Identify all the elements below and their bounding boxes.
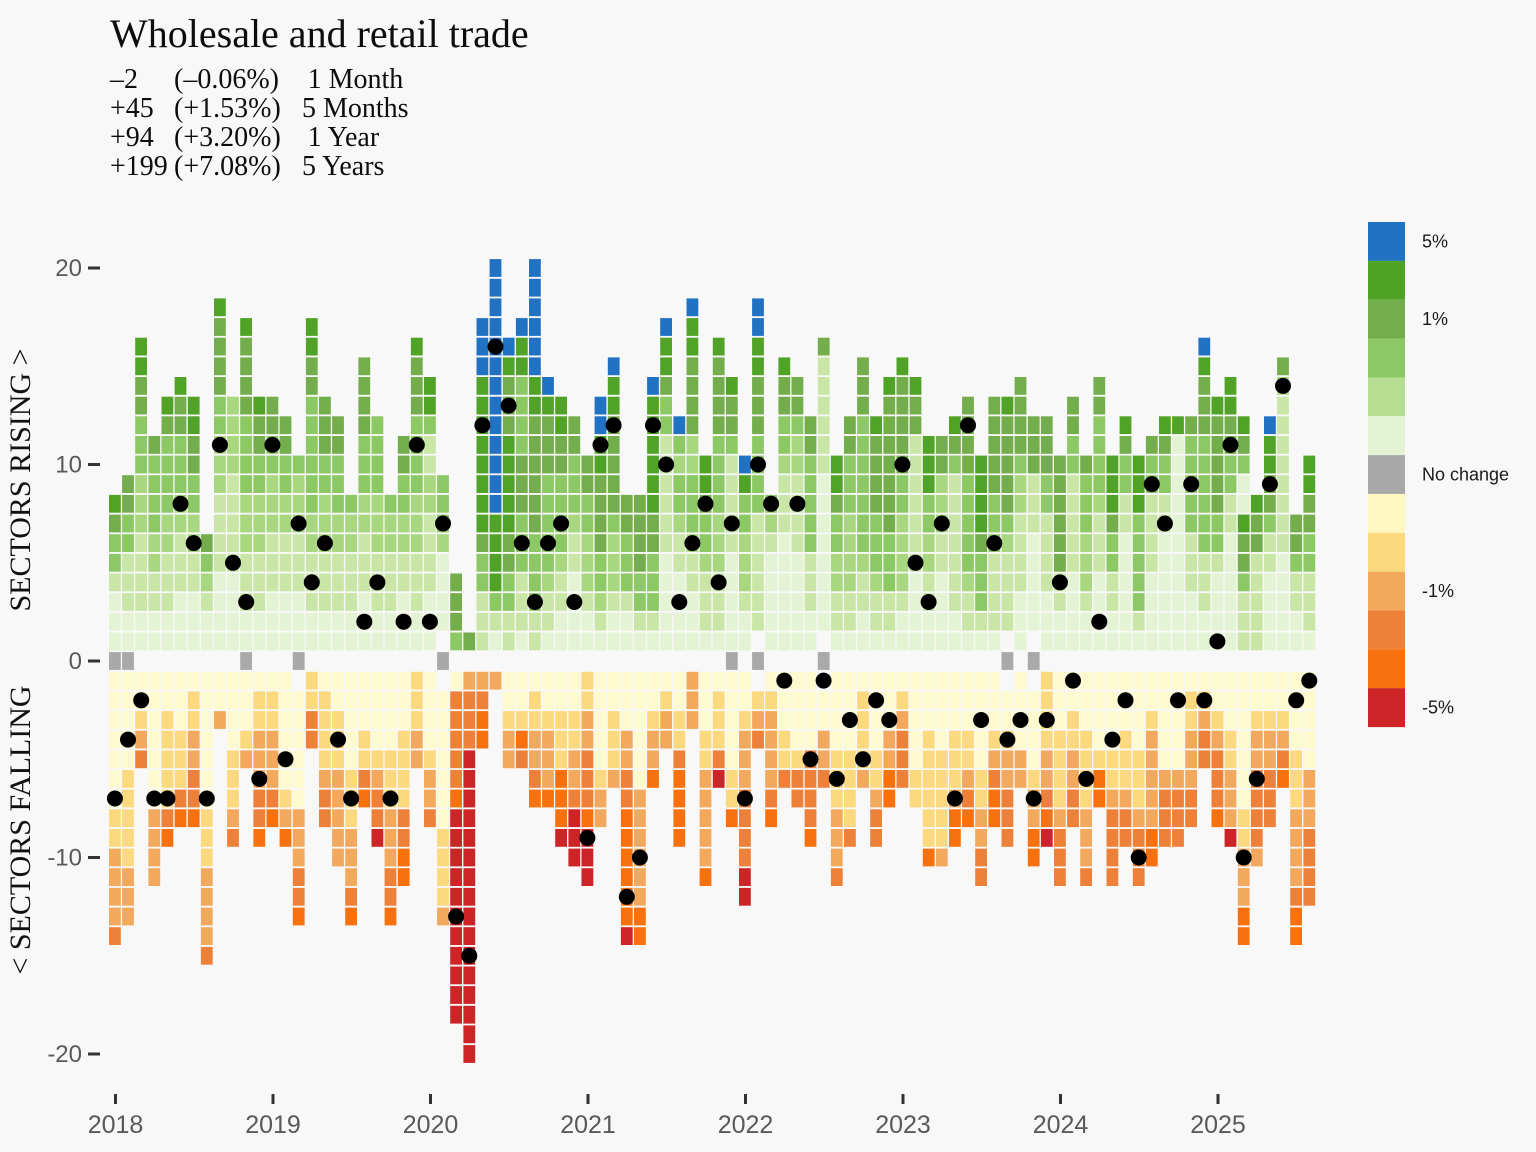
- svg-text:5%: 5%: [1422, 231, 1448, 251]
- svg-text:2024: 2024: [1033, 1111, 1089, 1139]
- svg-text:2021: 2021: [560, 1111, 616, 1139]
- svg-text:20: 20: [55, 255, 82, 282]
- svg-text:2023: 2023: [875, 1111, 931, 1139]
- svg-text:-20: -20: [47, 1041, 82, 1068]
- svg-text:2018: 2018: [88, 1111, 144, 1139]
- svg-text:< SECTORS FALLING: < SECTORS FALLING: [4, 685, 37, 974]
- svg-text:2020: 2020: [403, 1111, 459, 1139]
- svg-text:-5%: -5%: [1422, 698, 1454, 718]
- svg-text:2019: 2019: [245, 1111, 301, 1139]
- svg-text:SECTORS RISING >: SECTORS RISING >: [4, 348, 37, 611]
- svg-text:2022: 2022: [718, 1111, 774, 1139]
- svg-text:10: 10: [55, 452, 82, 479]
- svg-text:1%: 1%: [1422, 309, 1448, 329]
- svg-text:2025: 2025: [1190, 1111, 1246, 1139]
- svg-text:-10: -10: [47, 845, 82, 872]
- svg-text:0: 0: [69, 648, 82, 675]
- svg-text:No change: No change: [1422, 465, 1509, 485]
- svg-text:-1%: -1%: [1422, 581, 1454, 601]
